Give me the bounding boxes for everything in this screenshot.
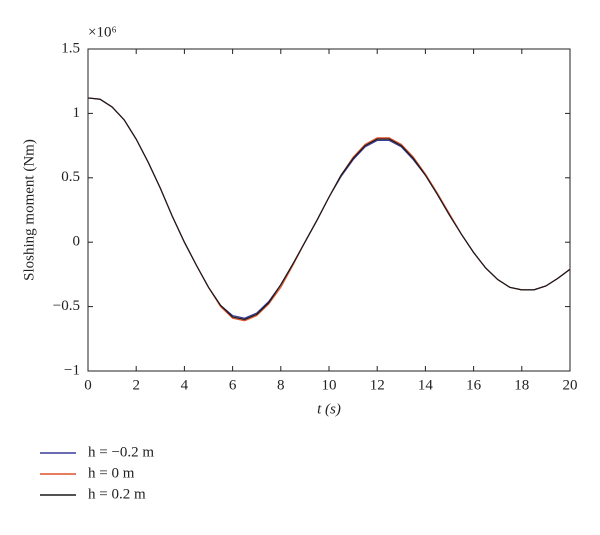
y-tick-label: 0.5 [61,169,80,185]
x-tick-label: 10 [322,377,337,393]
y-tick-label: 1 [73,105,81,121]
x-tick-label: 0 [84,377,92,393]
x-axis-label: t (s) [317,401,341,417]
x-tick-label: 2 [132,377,140,393]
series-line [87,97,571,321]
x-tick-label: 4 [181,377,189,393]
y-tick-label: 1.5 [61,40,80,56]
y-axis-label: Sloshing moment (Nm) [21,139,37,281]
series-line [87,97,571,319]
x-tick-label: 18 [514,377,529,393]
legend-label: h = 0.2 m [88,486,146,502]
x-tick-label: 12 [370,377,385,393]
x-tick-label: 8 [277,377,285,393]
x-tick-label: 20 [563,377,578,393]
y-tick-label: −0.5 [53,298,80,314]
y-tick-label: 0 [73,234,81,250]
legend-label: h = 0 m [88,465,135,481]
x-tick-label: 16 [466,377,482,393]
y-multiplier: ×10⁶ [88,24,117,40]
y-tick-label: −1 [64,362,80,378]
x-tick-label: 6 [229,377,237,393]
series-line [87,97,571,322]
plot-frame [87,48,571,372]
x-tick-label: 14 [418,377,434,393]
legend-label: h = −0.2 m [88,444,154,460]
